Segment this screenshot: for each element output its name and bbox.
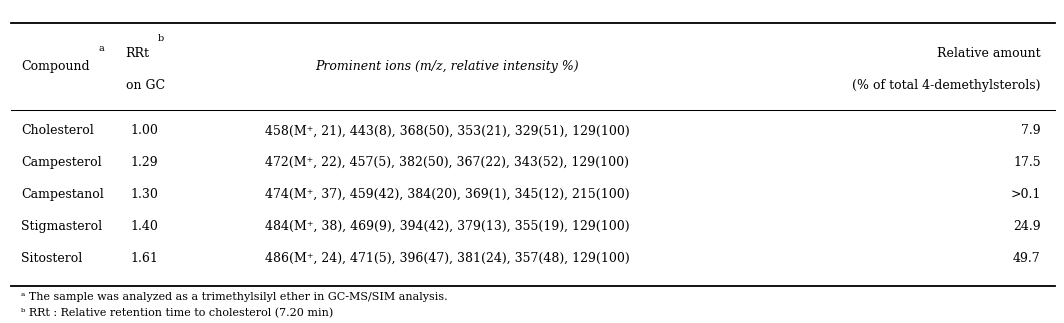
Text: 472(M⁺, 22), 457(5), 382(50), 367(22), 343(52), 129(100): 472(M⁺, 22), 457(5), 382(50), 367(22), 3… <box>265 156 629 169</box>
Text: Prominent ions (m/z, relative intensity %): Prominent ions (m/z, relative intensity … <box>315 60 579 73</box>
Text: ᵃ The sample was analyzed as a trimethylsilyl ether in GC-MS/SIM analysis.: ᵃ The sample was analyzed as a trimethyl… <box>21 292 448 301</box>
Text: Relative amount: Relative amount <box>937 47 1041 60</box>
Text: a: a <box>99 44 104 53</box>
Text: on GC: on GC <box>126 79 165 92</box>
Text: 1.00: 1.00 <box>131 124 159 137</box>
Text: 474(M⁺, 37), 459(42), 384(20), 369(1), 345(12), 215(100): 474(M⁺, 37), 459(42), 384(20), 369(1), 3… <box>265 188 629 201</box>
Text: 484(M⁺, 38), 469(9), 394(42), 379(13), 355(19), 129(100): 484(M⁺, 38), 469(9), 394(42), 379(13), 3… <box>265 220 629 233</box>
Text: RRt: RRt <box>126 47 150 60</box>
Text: Campesterol: Campesterol <box>21 156 102 169</box>
Text: 458(M⁺, 21), 443(8), 368(50), 353(21), 329(51), 129(100): 458(M⁺, 21), 443(8), 368(50), 353(21), 3… <box>265 124 629 137</box>
Text: Sitosterol: Sitosterol <box>21 252 83 265</box>
Text: 24.9: 24.9 <box>1013 220 1041 233</box>
Text: 7.9: 7.9 <box>1021 124 1041 137</box>
Text: 1.29: 1.29 <box>131 156 159 169</box>
Text: (% of total 4-demethylsterols): (% of total 4-demethylsterols) <box>852 79 1041 92</box>
Text: Campestanol: Campestanol <box>21 188 104 201</box>
Text: >0.1: >0.1 <box>1010 188 1041 201</box>
Text: 1.40: 1.40 <box>131 220 159 233</box>
Text: 17.5: 17.5 <box>1013 156 1041 169</box>
Text: Cholesterol: Cholesterol <box>21 124 94 137</box>
Text: b: b <box>157 34 164 43</box>
Text: 49.7: 49.7 <box>1013 252 1041 265</box>
Text: ᵇ RRt : Relative retention time to cholesterol (7.20 min): ᵇ RRt : Relative retention time to chole… <box>21 308 333 318</box>
Text: 486(M⁺, 24), 471(5), 396(47), 381(24), 357(48), 129(100): 486(M⁺, 24), 471(5), 396(47), 381(24), 3… <box>265 252 629 265</box>
Text: Stigmasterol: Stigmasterol <box>21 220 102 233</box>
Text: 1.30: 1.30 <box>131 188 159 201</box>
Text: 1.61: 1.61 <box>131 252 159 265</box>
Text: Compound: Compound <box>21 60 89 73</box>
